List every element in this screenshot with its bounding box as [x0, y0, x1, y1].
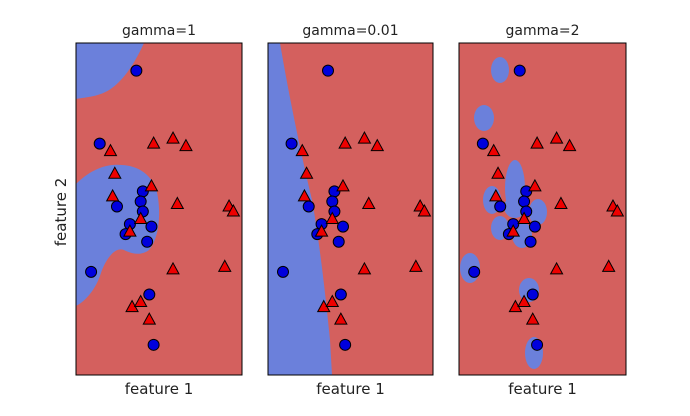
- data-point-triangle: [299, 166, 314, 179]
- data-point-triangle: [417, 203, 432, 217]
- data-point-triangle: [325, 211, 340, 225]
- data-point-triangle: [105, 188, 120, 202]
- data-point-triangle: [361, 196, 376, 209]
- data-point-triangle: [517, 211, 531, 225]
- x-axis-label: feature 1: [508, 380, 576, 398]
- data-point-circle: [524, 235, 537, 248]
- data-point-circle: [110, 200, 123, 213]
- data-point-circle: [277, 265, 289, 278]
- data-point-triangle: [314, 224, 329, 237]
- data-point-circle: [528, 220, 541, 233]
- subplot-3: gamma=2 feature 1: [458, 23, 627, 398]
- x-axis-label: feature 1: [316, 380, 384, 398]
- data-point-circle: [518, 195, 531, 208]
- data-point-triangle: [528, 178, 542, 192]
- data-point-triangle: [170, 196, 185, 209]
- data-point-triangle: [357, 131, 372, 144]
- data-point-triangle: [133, 211, 148, 225]
- region-blue-strip: [268, 43, 332, 375]
- data-point-triangle: [491, 166, 505, 179]
- subplot-1: gamma=1 feature 1: [75, 23, 243, 398]
- data-point-triangle: [166, 261, 180, 275]
- data-point-triangle: [506, 224, 521, 237]
- data-point-triangle: [166, 131, 180, 144]
- data-point-triangle: [370, 138, 385, 152]
- data-point-circle: [85, 265, 98, 278]
- data-point-triangle: [489, 188, 503, 202]
- data-point-triangle: [610, 203, 625, 217]
- region-blue-island: [529, 199, 547, 225]
- data-point-triangle: [334, 312, 348, 325]
- data-point-circle: [526, 288, 539, 301]
- data-point-triangle: [179, 138, 193, 152]
- data-point-triangle: [217, 259, 232, 272]
- subplot-title: gamma=0.01: [302, 23, 398, 39]
- data-point-triangle: [525, 312, 540, 325]
- data-point-circle: [476, 137, 489, 150]
- data-point-triangle: [107, 166, 122, 179]
- region-blue-island: [474, 105, 494, 131]
- data-point-triangle: [338, 136, 352, 149]
- data-point-triangle: [146, 136, 161, 149]
- data-point-circle: [145, 220, 158, 233]
- data-point-circle: [494, 200, 507, 213]
- data-point-circle: [141, 235, 154, 248]
- data-point-circle: [147, 338, 160, 351]
- data-point-triangle: [530, 136, 544, 149]
- data-point-circle: [143, 288, 156, 301]
- subplot-2: gamma=0.01 feature 1: [267, 23, 434, 398]
- data-point-triangle: [144, 178, 159, 192]
- data-point-circle: [513, 64, 526, 77]
- data-point-triangle: [336, 178, 350, 192]
- data-point-triangle: [325, 294, 340, 308]
- data-point-triangle: [562, 138, 577, 152]
- data-point-triangle: [103, 143, 118, 157]
- region-blue: [268, 43, 332, 375]
- data-point-triangle: [549, 131, 564, 144]
- region-blue-lobe: [76, 43, 144, 99]
- data-point-circle: [326, 195, 339, 208]
- data-point-circle: [136, 185, 149, 198]
- subplot-title: gamma=2: [506, 23, 580, 39]
- data-point-triangle: [297, 188, 312, 202]
- data-point-triangle: [357, 261, 372, 275]
- plot-frame: [267, 42, 434, 376]
- data-point-triangle: [486, 143, 501, 157]
- data-point-triangle: [409, 259, 423, 272]
- y-axis-label: feature 2: [52, 178, 70, 246]
- data-point-circle: [332, 235, 345, 248]
- plot-frame: [458, 42, 627, 376]
- data-point-triangle: [142, 312, 157, 325]
- subplot-title: gamma=1: [122, 23, 196, 39]
- data-point-circle: [322, 64, 334, 77]
- data-point-triangle: [123, 224, 137, 237]
- data-point-triangle: [226, 203, 241, 217]
- data-point-circle: [531, 338, 544, 351]
- data-point-triangle: [601, 259, 616, 272]
- data-point-circle: [93, 137, 106, 150]
- data-point-triangle: [133, 294, 148, 308]
- data-point-triangle: [295, 143, 310, 157]
- data-point-triangle: [554, 196, 568, 209]
- data-point-circle: [130, 64, 143, 77]
- data-point-circle: [302, 200, 315, 213]
- data-point-circle: [337, 220, 349, 233]
- data-point-triangle: [517, 294, 531, 308]
- data-point-circle: [339, 338, 352, 351]
- x-axis-label: feature 1: [125, 380, 193, 398]
- plot-frame: [75, 42, 243, 376]
- region-blue-island: [491, 57, 509, 83]
- data-point-triangle: [549, 261, 564, 275]
- data-point-circle: [134, 195, 147, 208]
- data-point-circle: [468, 265, 481, 278]
- data-point-circle: [285, 137, 298, 150]
- data-point-circle: [334, 288, 347, 301]
- data-point-circle: [520, 185, 533, 198]
